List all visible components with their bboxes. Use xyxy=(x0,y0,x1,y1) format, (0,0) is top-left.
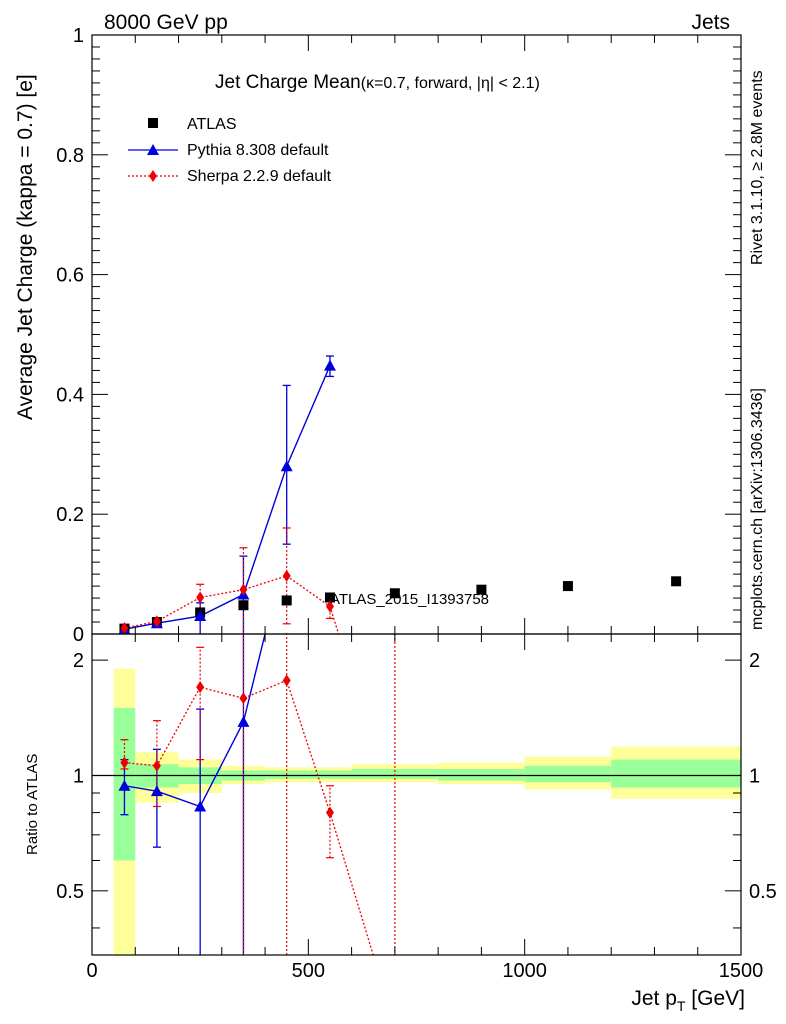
ratio-band-inner xyxy=(308,770,352,779)
ratio-y-tick-label: 2 xyxy=(73,650,84,672)
main-panel-axes: 0 0.2 0.4 0.6 0.8 1 xyxy=(56,25,742,646)
ratio-y-tick-label: 0.5 xyxy=(56,881,84,903)
main-y-tick-label: 1 xyxy=(73,25,84,47)
pythia-ratio-marker xyxy=(194,800,207,812)
sherpa-main-marker xyxy=(282,569,291,582)
pythia-ratio-marker xyxy=(118,779,131,791)
ratio-y-tick-label-right: 2 xyxy=(749,650,760,672)
sherpa-ratio-marker xyxy=(120,756,129,769)
atlas-main-marker xyxy=(671,576,682,587)
ratio-band-inner xyxy=(351,768,439,779)
pythia-main-marker xyxy=(194,610,207,622)
sherpa-ratio-marker xyxy=(239,692,248,705)
ratio-band-inner xyxy=(524,765,612,783)
ratio-panel-series xyxy=(118,633,396,956)
atlas-main-marker xyxy=(281,595,292,606)
main-y-tick-label: 0.8 xyxy=(56,145,84,167)
ratio-y-axis-label: Ratio to ATLAS xyxy=(24,754,41,855)
atlas-main-marker xyxy=(238,600,249,611)
pythia-main-marker xyxy=(280,460,293,472)
mcplots-label: mcplots.cern.ch [arXiv:1306.3436] xyxy=(749,388,766,630)
header-jets-label: Jets xyxy=(691,11,730,34)
chart-title-sub: (κ=0.7, forward, |η| < 2.1) xyxy=(361,75,540,92)
pythia-main-line xyxy=(124,365,331,630)
ratio-y-tick-label-right: 1 xyxy=(749,765,760,787)
x-axis-label: Jet pT [GeV] xyxy=(631,987,745,1014)
sherpa-main-marker xyxy=(325,600,334,613)
main-y-tick-label: 0.2 xyxy=(56,504,84,526)
x-axis-label-subscript: T xyxy=(677,998,686,1014)
x-axis-label-main: Jet p xyxy=(631,987,677,1010)
ratio-panel-frame xyxy=(91,633,742,956)
main-y-tick-label: 0.4 xyxy=(56,384,84,406)
sherpa-ratio-marker xyxy=(325,806,334,819)
ratio-y-tick-label: 1 xyxy=(73,765,84,787)
sherpa-main-marker xyxy=(196,591,205,604)
atlas-main-marker xyxy=(389,588,400,599)
sherpa-main-marker xyxy=(152,615,161,628)
legend-sherpa-marker xyxy=(149,170,157,182)
x-tick-label: 1000 xyxy=(502,960,547,982)
atlas-main-marker xyxy=(324,592,335,603)
main-y-axis-label: Average Jet Charge (kappa = 0.7) [e] xyxy=(14,74,37,420)
sherpa-main-line xyxy=(124,575,331,629)
sherpa-ratio-marker xyxy=(152,759,161,772)
ratio-panel-axes: 0 500 1000 1500 0.5 0.5 1 1 2 2 xyxy=(56,633,777,982)
pythia-ratio-marker xyxy=(237,715,250,727)
chart-title-main: Jet Charge Mean xyxy=(215,72,361,93)
atlas-main-marker xyxy=(476,584,487,595)
analysis-watermark: ATLAS_2015_I1393758 xyxy=(330,591,489,608)
atlas-main-marker xyxy=(562,581,573,592)
legend-atlas-marker xyxy=(148,118,158,128)
legend: ATLAS Pythia 8.308 default Sherpa 2.2.9 … xyxy=(128,116,332,185)
x-tick-label: 1500 xyxy=(719,960,764,982)
sherpa-ratio-marker xyxy=(196,681,205,694)
x-tick-label: 500 xyxy=(292,960,325,982)
rivet-version-label: Rivet 3.1.10, ≥ 2.8M events xyxy=(749,70,766,265)
sherpa-main-marker xyxy=(239,583,248,596)
x-tick-label: 0 xyxy=(86,960,97,982)
sherpa-ratio-line xyxy=(124,679,374,956)
sherpa-main-marker xyxy=(120,622,129,635)
main-panel-series xyxy=(118,355,682,635)
main-y-tick-label: 0.6 xyxy=(56,265,84,287)
sherpa-main-tail xyxy=(329,606,340,635)
ratio-band-inner xyxy=(611,759,741,788)
main-y-tick-label: 0 xyxy=(73,624,84,646)
x-axis-label-unit: [GeV] xyxy=(685,987,745,1010)
sherpa-ratio-marker xyxy=(282,674,291,687)
legend-pythia-label: Pythia 8.308 default xyxy=(187,142,329,159)
ratio-band-inner xyxy=(438,768,525,781)
ratio-panel-bands xyxy=(92,668,741,955)
chart-title: Jet Charge Mean(κ=0.7, forward, |η| < 2.… xyxy=(215,72,540,93)
pythia-main-marker xyxy=(323,359,336,371)
ratio-y-tick-label-right: 0.5 xyxy=(749,881,777,903)
legend-atlas-label: ATLAS xyxy=(187,116,237,133)
legend-pythia-marker xyxy=(147,144,159,155)
pythia-ratio-marker xyxy=(150,785,163,797)
legend-sherpa-label: Sherpa 2.2.9 default xyxy=(187,168,332,185)
header-energy-label: 8000 GeV pp xyxy=(104,11,228,34)
